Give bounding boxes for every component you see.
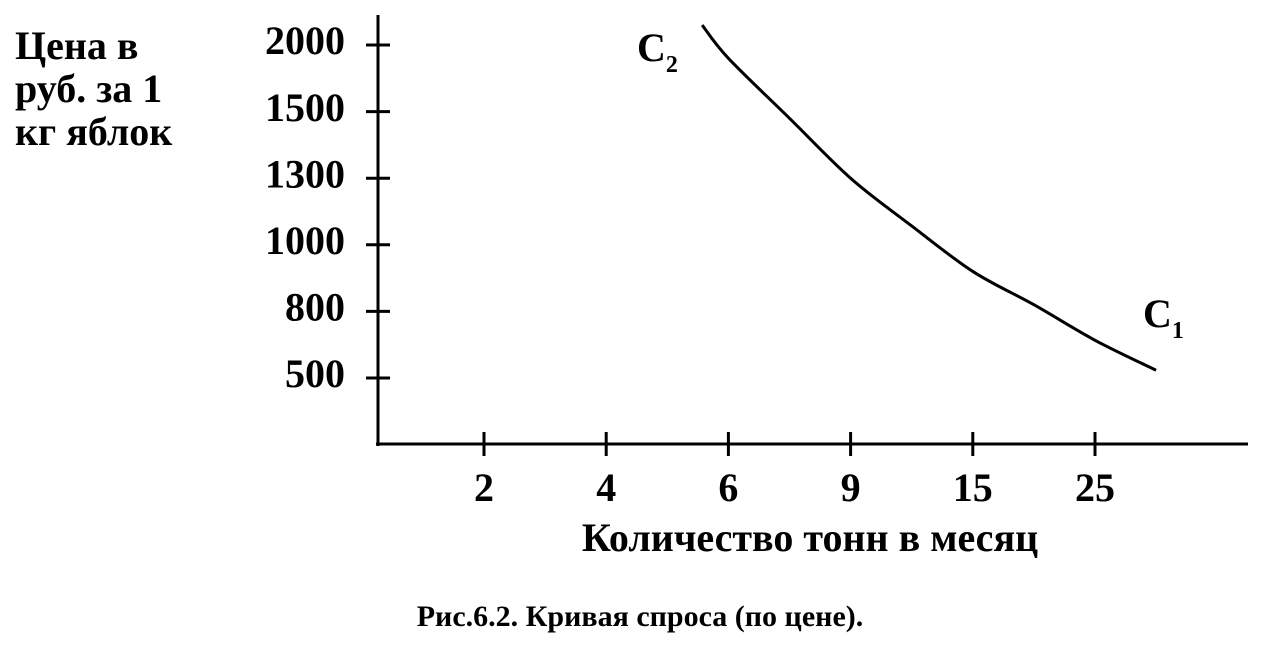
x-tick-label: 25 — [1075, 465, 1115, 510]
curve-label-letter: C — [637, 25, 666, 70]
curve-label: C1 — [1143, 291, 1184, 343]
x-tick-label: 4 — [596, 465, 616, 510]
caption: Рис.6.2. Кривая спроса (по цене). — [417, 600, 864, 633]
x-tick-label: 15 — [953, 465, 993, 510]
curve-label-letter: C — [1143, 291, 1172, 336]
y-axis-title: Цена в — [15, 23, 139, 68]
y-tick-label: 2000 — [265, 18, 345, 63]
x-tick-label: 2 — [474, 465, 494, 510]
y-tick-label: 500 — [285, 351, 345, 396]
curve-label-subscript: 2 — [666, 52, 678, 78]
y-axis-title: руб. за 1 — [15, 66, 162, 111]
curve-label: C2 — [637, 25, 678, 77]
y-tick-label: 1500 — [265, 85, 345, 130]
curve-label-subscript: 1 — [1172, 318, 1184, 344]
y-tick-label: 1300 — [265, 151, 345, 196]
y-tick-label: 1000 — [265, 218, 345, 263]
y-tick-label: 800 — [285, 285, 345, 330]
x-tick-label: 9 — [841, 465, 861, 510]
x-tick-label: 6 — [718, 465, 738, 510]
y-axis-title: кг яблок — [15, 109, 172, 154]
demand-curve — [700, 24, 1157, 372]
x-axis-title: Количество тонн в месяц — [582, 515, 1038, 560]
